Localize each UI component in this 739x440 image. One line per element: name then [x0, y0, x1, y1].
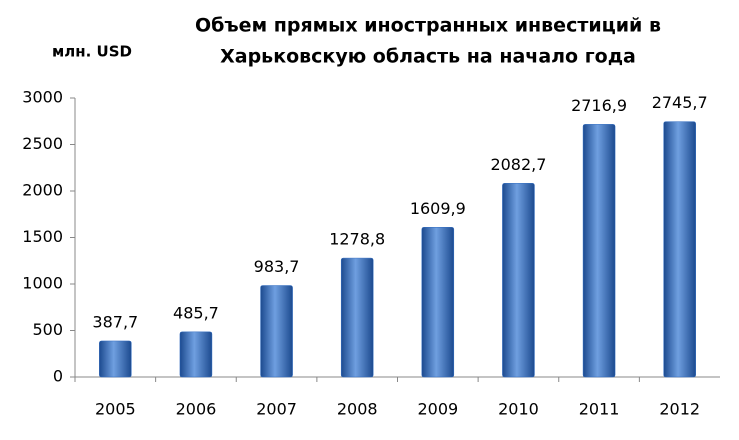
y-tick-label: 2500	[22, 134, 63, 153]
value-label: 2745,7	[652, 93, 708, 112]
value-label: 387,7	[92, 312, 138, 331]
x-tick-label: 2006	[176, 400, 217, 419]
x-tick-label: 2010	[498, 400, 539, 419]
bar	[502, 183, 535, 378]
value-label: 983,7	[254, 257, 300, 276]
x-tick-label: 2005	[95, 400, 136, 419]
bar	[582, 124, 616, 378]
bar	[663, 121, 696, 378]
chart-title: Объем прямых иностранных инвестиций в	[195, 15, 661, 37]
value-label: 2716,9	[571, 96, 627, 115]
x-tick-label: 2009	[417, 400, 458, 419]
y-tick-label: 1000	[22, 274, 63, 293]
value-label: 2082,7	[490, 155, 546, 174]
y-tick-label: 0	[53, 367, 63, 386]
x-tick-label: 2007	[256, 400, 297, 419]
bar	[340, 257, 374, 378]
x-tick-label: 2008	[337, 400, 378, 419]
value-label: 1609,9	[410, 199, 466, 218]
y-tick-label: 1500	[22, 227, 63, 246]
chart-title: Харьковскую область на начало года	[220, 46, 636, 68]
bar	[260, 285, 293, 378]
x-tick-label: 2012	[659, 400, 700, 419]
x-tick-label: 2011	[579, 400, 620, 419]
bar	[179, 331, 213, 378]
value-label: 485,7	[173, 303, 219, 322]
y-tick-label: 3000	[22, 88, 63, 107]
value-label: 1278,8	[329, 230, 385, 249]
y-tick-label: 2000	[22, 181, 63, 200]
bar	[99, 340, 132, 378]
bar	[421, 227, 455, 378]
y-tick-label: 500	[32, 320, 63, 339]
y-axis-label: млн. USD	[52, 43, 132, 61]
